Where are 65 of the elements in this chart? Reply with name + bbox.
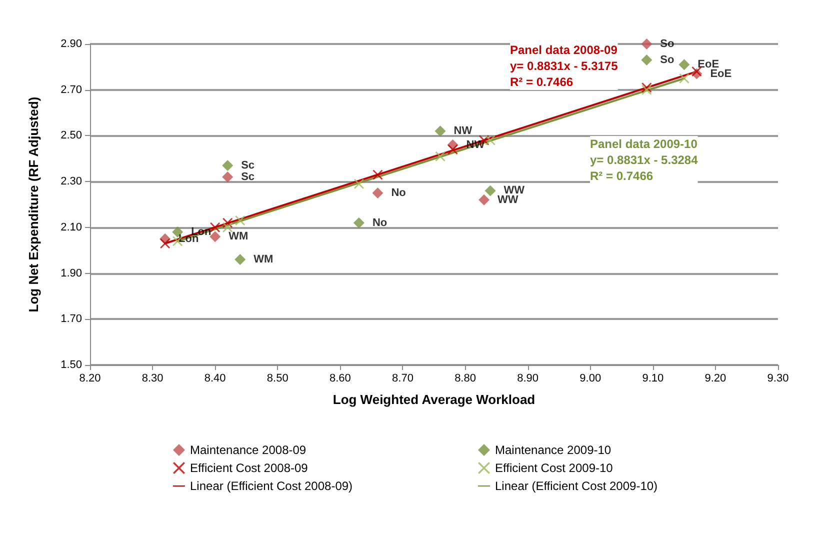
x-axis-title: Log Weighted Average Workload xyxy=(332,392,536,407)
x-tick-label: 9.10 xyxy=(642,372,664,384)
x-tick-label: 8.50 xyxy=(266,372,288,384)
annotation: Panel data 2008-09 y= 0.8831x - 5.3175 R² = 0.7466 xyxy=(510,43,618,89)
point xyxy=(484,185,496,196)
data-label: NW xyxy=(454,125,473,138)
point xyxy=(372,188,384,199)
x-tick-label: 9.20 xyxy=(704,372,726,384)
y-axis-title: Log Net Expenditure (RF Adjusted) xyxy=(26,96,41,312)
point xyxy=(210,231,221,242)
point xyxy=(235,216,246,226)
x-tick-label: 9.00 xyxy=(580,372,602,384)
point xyxy=(222,160,234,172)
x-tick-label: 8.80 xyxy=(454,372,476,384)
legend-label: Efficient Cost 2008-09 xyxy=(190,461,308,475)
y-tick-label: 1.70 xyxy=(60,313,82,326)
data-label: Sc xyxy=(241,170,255,183)
data-label: Sc xyxy=(241,160,255,172)
x-tick-label: 8.70 xyxy=(392,372,414,384)
y-tick-label: 1.50 xyxy=(60,359,82,371)
x-tick-label: 8.40 xyxy=(204,372,226,384)
point xyxy=(234,254,246,266)
data-label: NW xyxy=(466,138,486,151)
point xyxy=(478,194,490,206)
point xyxy=(448,144,458,154)
legend-label: Maintenance 2008-09 xyxy=(190,443,306,457)
x-tick-label: 8.20 xyxy=(79,372,101,384)
y-tick-label: 2.70 xyxy=(60,84,82,96)
point xyxy=(210,222,220,232)
point xyxy=(354,178,364,189)
y-tick-label: 1.90 xyxy=(60,267,82,280)
point xyxy=(353,217,364,228)
data-label: So xyxy=(660,38,674,50)
y-tick-label: 2.90 xyxy=(60,38,82,50)
x-tick-label: 8.90 xyxy=(517,372,539,384)
data-label: WM xyxy=(254,254,274,266)
annotation: Panel data 2009-10 y= 0.8831x - 5.3284 R² = 0.7466 xyxy=(590,137,698,183)
y-tick-label: 2.50 xyxy=(60,130,82,142)
point xyxy=(222,222,233,232)
data-label: So xyxy=(660,54,674,66)
x-tick-label: 8.60 xyxy=(329,372,351,384)
data-label: WM xyxy=(228,230,248,243)
point xyxy=(434,126,446,137)
point xyxy=(485,135,496,146)
legend-label: Linear (Efficient Cost 2008-09) xyxy=(190,479,353,493)
x-tick-label: 8.30 xyxy=(142,372,164,384)
y-tick-label: 2.10 xyxy=(60,221,82,234)
data-label: WW xyxy=(498,194,519,206)
x-tick-label: 9.30 xyxy=(767,372,789,384)
legend-label: Linear (Efficient Cost 2009-10) xyxy=(495,479,658,493)
data-label: EoE xyxy=(710,68,732,80)
point xyxy=(678,59,690,70)
point xyxy=(222,171,234,182)
legend-label: Efficient Cost 2009-10 xyxy=(495,461,614,475)
point xyxy=(372,170,383,180)
point xyxy=(692,66,702,77)
y-tick-label: 2.30 xyxy=(60,176,82,188)
point xyxy=(160,238,170,248)
legend-label: Maintenance 2009-10 xyxy=(495,443,612,457)
point xyxy=(641,54,652,66)
point xyxy=(641,38,652,50)
data-label: No xyxy=(372,216,388,229)
point xyxy=(679,73,690,84)
point xyxy=(435,151,446,162)
data-label: No xyxy=(391,187,406,200)
